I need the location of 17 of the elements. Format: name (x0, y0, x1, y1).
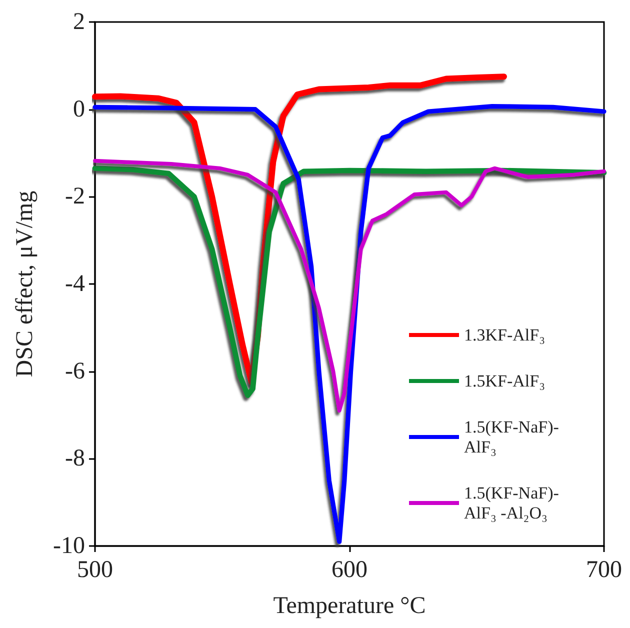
y-tick-label: -2 (65, 184, 85, 210)
y-tick-label: -10 (53, 533, 85, 559)
y-tick-label: 2 (73, 9, 85, 35)
y-tick-label: -6 (65, 358, 85, 384)
y-axis-title: DSC effect, μV/mg (12, 190, 38, 378)
y-tick-label: -4 (65, 271, 85, 297)
legend-label: 1.3KF-AlF₃ (464, 326, 546, 344)
line-series (92, 104, 606, 544)
y-tick-label: -8 (65, 446, 85, 472)
legend-label: 1.5(KF-NaF)- AlF₃ -Al₂O₃ (464, 484, 564, 522)
legend-label: 1.5(KF-NaF)- AlF₃ (464, 418, 564, 456)
x-axis-title: Temperature °C (273, 593, 426, 619)
y-tick-label: 0 (73, 96, 85, 122)
legend-label: 1.5KF-AlF₃ (464, 372, 546, 390)
x-tick-label: 700 (586, 557, 622, 583)
x-tick-label: 500 (77, 557, 113, 583)
x-tick-label: 600 (332, 557, 368, 583)
